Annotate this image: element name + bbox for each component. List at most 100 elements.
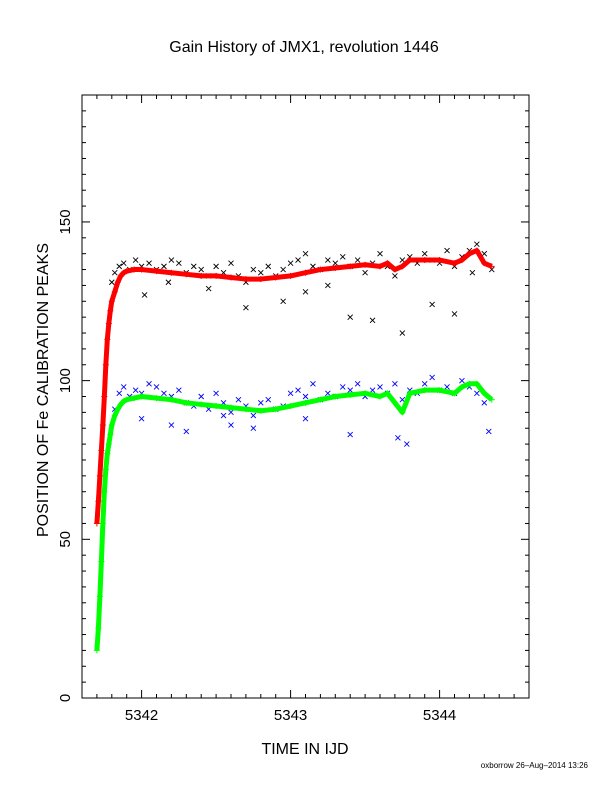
data-point [120, 260, 127, 267]
series-curve [94, 381, 494, 651]
data-point [444, 384, 450, 390]
data-point [114, 279, 121, 286]
data-point [153, 395, 160, 402]
data-point [101, 488, 108, 495]
data-point [469, 269, 476, 276]
data-point [481, 250, 488, 257]
data-point [310, 380, 316, 387]
data-point [117, 272, 124, 279]
data-point [429, 301, 435, 308]
series-3 [93, 380, 495, 654]
data-point [168, 422, 175, 428]
data-point [466, 380, 473, 387]
data-point [332, 260, 339, 267]
data-point [339, 254, 346, 260]
data-point [131, 266, 138, 273]
data-point [377, 250, 383, 257]
data-point [436, 257, 443, 264]
data-point [161, 263, 167, 270]
x-axis-label: TIME IN IJD [261, 741, 348, 758]
data-point [250, 266, 257, 273]
data-point [399, 263, 406, 270]
data-point [138, 393, 145, 400]
data-point [235, 396, 242, 403]
data-point [96, 472, 103, 479]
data-point [93, 520, 100, 527]
data-point [302, 288, 309, 295]
data-point [272, 274, 279, 281]
data-point [198, 401, 205, 408]
data-point [183, 271, 190, 278]
data-point [481, 400, 488, 406]
data-point [198, 393, 205, 400]
data-point [347, 391, 354, 398]
data-point [95, 625, 102, 632]
data-point [325, 390, 331, 397]
data-point [105, 441, 112, 448]
data-point [332, 393, 339, 400]
data-point [111, 269, 118, 276]
data-point [111, 288, 118, 295]
series-2 [93, 247, 495, 527]
data-point [287, 390, 294, 397]
data-point [98, 447, 105, 454]
data-point [220, 412, 227, 419]
data-point [362, 390, 369, 397]
data-point [272, 406, 279, 413]
data-point [395, 434, 401, 441]
data-point [107, 431, 114, 438]
data-point [117, 401, 124, 408]
data-point [168, 396, 175, 403]
data-point [429, 374, 435, 381]
data-point [250, 425, 257, 432]
data-point [362, 269, 368, 276]
data-point [377, 263, 383, 270]
data-point [384, 260, 391, 267]
data-point [257, 400, 264, 406]
data-point [347, 387, 354, 393]
chart-title: Gain History of JMX1, revolution 1446 [169, 39, 439, 56]
data-point [302, 399, 309, 406]
data-point [105, 320, 112, 327]
data-point [332, 264, 339, 271]
data-point [205, 285, 212, 292]
data-point [176, 387, 182, 393]
data-point [257, 276, 264, 283]
data-point [213, 263, 219, 270]
data-point [302, 269, 309, 276]
data-point [243, 304, 249, 311]
data-point [98, 558, 105, 565]
x-tick-labels: 5342 5343 5344 [125, 707, 456, 724]
series-0 [108, 241, 495, 336]
data-point [265, 396, 272, 403]
data-point [369, 317, 376, 324]
data-point [399, 330, 406, 336]
data-point [451, 260, 458, 267]
data-point [183, 428, 190, 435]
data-point [287, 272, 294, 279]
data-point [444, 247, 450, 254]
y-tick-label: 0 [57, 694, 74, 702]
data-point [104, 336, 111, 343]
data-point [421, 387, 428, 394]
data-point [250, 412, 257, 419]
data-point [354, 380, 361, 387]
data-point [295, 257, 301, 263]
data-point [325, 282, 331, 289]
data-point [165, 279, 172, 286]
data-point [141, 292, 148, 298]
y-tick-label: 150 [57, 209, 74, 234]
data-point [153, 384, 160, 390]
data-point [108, 422, 115, 429]
data-point [399, 409, 406, 416]
data-point [102, 361, 109, 368]
data-point [362, 261, 369, 268]
data-point [228, 274, 234, 281]
data-point [108, 279, 115, 286]
data-point [458, 257, 465, 264]
data-point [474, 390, 480, 397]
data-point [392, 273, 398, 279]
data-point [101, 393, 108, 400]
axis-ticks [81, 94, 530, 699]
data-point [228, 409, 234, 416]
